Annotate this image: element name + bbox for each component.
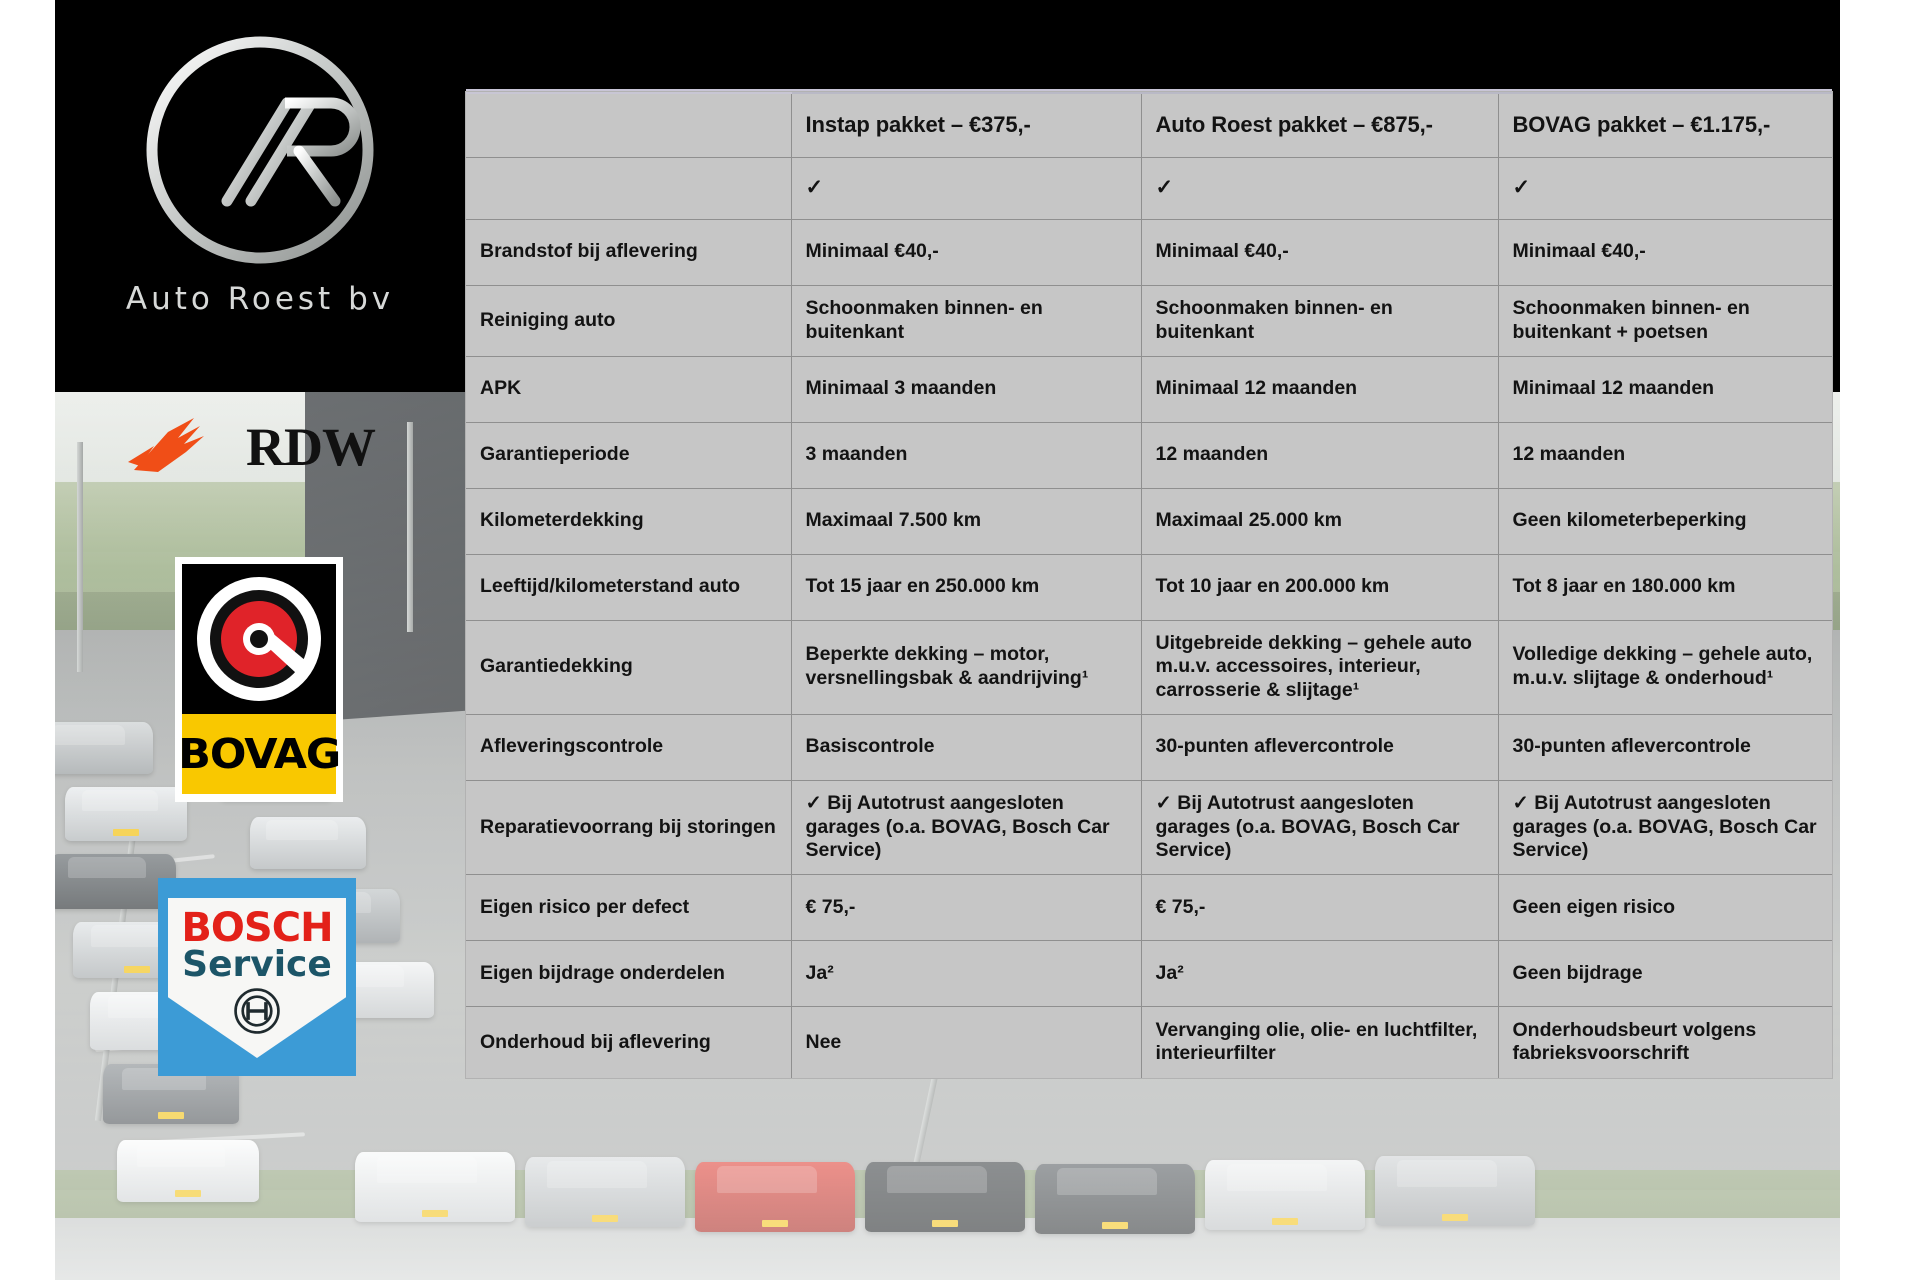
table-row: Eigen risico per defect € 75,- € 75,- Geen …: [466, 874, 1832, 942]
rdw-bird-icon: [128, 412, 238, 482]
row-cell: Vervanging olie, olie- en luchtfilter, i…: [1141, 1006, 1499, 1078]
table-top-accent: [466, 89, 1832, 93]
table-row: ✓ ✓ ✓: [466, 157, 1832, 220]
row-label: [466, 157, 792, 220]
table-row: Reparatievoorrang bij storingen ✓ Bij Aut…: [466, 780, 1832, 876]
row-label: Reparatievoorrang bij storingen: [466, 780, 792, 876]
rdw-logo: RDW: [128, 408, 388, 486]
row-cell: Schoonmaken binnen- en buitenkant + poet…: [1498, 285, 1832, 357]
bosch-armature-icon: [232, 986, 282, 1041]
row-cell: Beperkte dekking – motor, versnellingsba…: [791, 620, 1142, 715]
row-label: Leeftijd/kilometerstand auto: [466, 554, 792, 621]
row-cell: ✓ Bij Autotrust aangesloten garages (o.a…: [791, 780, 1142, 876]
row-cell: € 75,-: [1141, 874, 1499, 942]
row-cell: Ja²: [791, 940, 1142, 1008]
row-cell: Basiscontrole: [791, 714, 1142, 781]
row-cell: 3 maanden: [791, 422, 1142, 489]
row-label: Onderhoud bij aflevering: [466, 1006, 792, 1078]
row-cell: 12 maanden: [1141, 422, 1499, 489]
row-cell: ✓: [1141, 157, 1499, 220]
table-row: Onderhoud bij aflevering Nee Vervanging ol…: [466, 1006, 1832, 1078]
bovag-wordmark: BOVAG: [177, 730, 341, 778]
row-cell: Minimaal €40,-: [1498, 219, 1832, 286]
row-cell: Minimaal €40,-: [791, 219, 1142, 286]
row-label: Garantiedekking: [466, 620, 792, 715]
row-cell: ✓ Bij Autotrust aangesloten garages (o.a…: [1498, 780, 1832, 876]
row-cell: Onderhoudsbeurt volgens fabrieksvoorschr…: [1498, 1006, 1832, 1078]
package-comparison-table: Instap pakket – €375,- Auto Roest pakket…: [466, 92, 1832, 1078]
table-row: Eigen bijdrage onderdelen Ja² Ja² Geen bijd…: [466, 940, 1832, 1008]
table-header-row: Instap pakket – €375,- Auto Roest pakket…: [466, 92, 1832, 158]
table-row: Garantieperiode 3 maanden 12 maanden 12 maa…: [466, 422, 1832, 489]
bovag-wordmark-band: BOVAG: [178, 714, 341, 794]
row-cell: Tot 10 jaar en 200.000 km: [1141, 554, 1499, 621]
row-cell: Minimaal 12 maanden: [1498, 356, 1832, 423]
row-cell: Minimaal €40,-: [1141, 219, 1499, 286]
row-label: Eigen risico per defect: [466, 874, 792, 942]
row-cell: Minimaal 12 maanden: [1141, 356, 1499, 423]
table-row: Leeftijd/kilometerstand auto Tot 15 jaar …: [466, 554, 1832, 621]
row-cell: Nee: [791, 1006, 1142, 1078]
row-label: Eigen bijdrage onderdelen: [466, 940, 792, 1008]
row-cell: Geen kilometerbeperking: [1498, 488, 1832, 555]
row-cell: Geen eigen risico: [1498, 874, 1832, 942]
row-cell: Schoonmaken binnen- en buitenkant: [1141, 285, 1499, 357]
package-comparison-table-container: Instap pakket – €375,- Auto Roest pakket…: [466, 92, 1832, 1078]
header-package-auto-roest: Auto Roest pakket – €875,-: [1141, 92, 1499, 158]
row-label: Reiniging auto: [466, 285, 792, 357]
bovag-emblem-icon: [182, 564, 336, 714]
header-feature-column: [466, 92, 792, 158]
row-label: Garantieperiode: [466, 422, 792, 489]
header-package-instap: Instap pakket – €375,-: [791, 92, 1142, 158]
table-row: Brandstof bij aflevering Minimaal €40,- Mi…: [466, 219, 1832, 286]
row-cell: Tot 8 jaar en 180.000 km: [1498, 554, 1832, 621]
row-label: Brandstof bij aflevering: [466, 219, 792, 286]
row-cell: Schoonmaken binnen- en buitenkant: [791, 285, 1142, 357]
header-package-bovag: BOVAG pakket – €1.175,-: [1498, 92, 1832, 158]
bosch-wordmark: BOSCH: [181, 905, 333, 951]
row-cell: Ja²: [1141, 940, 1499, 1008]
row-cell: Geen bijdrage: [1498, 940, 1832, 1008]
row-cell: Volledige dekking – gehele auto, m.u.v. …: [1498, 620, 1832, 715]
auto-roest-logo: Auto Roest bv: [95, 25, 425, 370]
row-cell: Maximaal 25.000 km: [1141, 488, 1499, 555]
auto-roest-circular-r-icon: [135, 25, 385, 275]
table-row: APK Minimaal 3 maanden Minimaal 12 maanden…: [466, 356, 1832, 423]
table-row: Reiniging auto Schoonmaken binnen- en bui…: [466, 285, 1832, 357]
row-label: Afleveringscontrole: [466, 714, 792, 781]
table-row: Afleveringscontrole Basiscontrole 30-punte…: [466, 714, 1832, 781]
rdw-wordmark: RDW: [246, 417, 376, 477]
row-cell: Tot 15 jaar en 250.000 km: [791, 554, 1142, 621]
row-cell: ✓: [1498, 157, 1832, 220]
company-name: Auto Roest bv: [125, 281, 395, 317]
row-cell: € 75,-: [791, 874, 1142, 942]
bosch-car-service-logo: BOSCH Service: [158, 878, 356, 1076]
bovag-logo: BOVAG: [175, 557, 343, 802]
row-cell: 30-punten aflevercontrole: [1141, 714, 1499, 781]
row-cell: Minimaal 3 maanden: [791, 356, 1142, 423]
row-cell: 30-punten aflevercontrole: [1498, 714, 1832, 781]
table-body: ✓ ✓ ✓ Brandstof bij aflevering Minimaal €40,…: [466, 157, 1832, 1078]
table-row: Garantiedekking Beperkte dekking – motor,…: [466, 620, 1832, 715]
bosch-service-label: Service: [182, 944, 332, 985]
row-cell: 12 maanden: [1498, 422, 1832, 489]
row-cell: ✓ Bij Autotrust aangesloten garages (o.a…: [1141, 780, 1499, 876]
row-label: Kilometerdekking: [466, 488, 792, 555]
row-label: APK: [466, 356, 792, 423]
row-cell: ✓: [791, 157, 1142, 220]
row-cell: Maximaal 7.500 km: [791, 488, 1142, 555]
row-cell: Uitgebreide dekking – gehele auto m.u.v.…: [1141, 620, 1499, 715]
table-row: Kilometerdekking Maximaal 7.500 km Maximaa…: [466, 488, 1832, 555]
